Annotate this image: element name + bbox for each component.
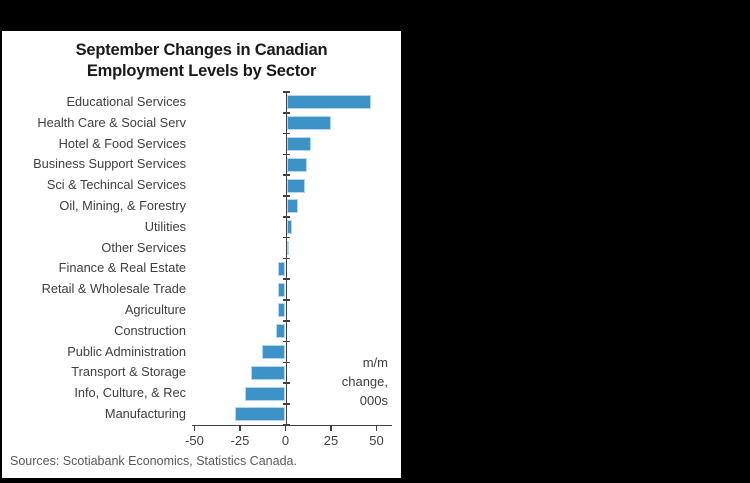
sources-note: Sources: Scotiabank Economics, Statistic… xyxy=(10,454,297,468)
units-annotation: m/m change, 000s xyxy=(342,353,388,410)
bar xyxy=(278,303,286,318)
bar xyxy=(278,261,286,276)
bar xyxy=(234,407,286,422)
category-tick xyxy=(282,299,290,301)
bar xyxy=(287,137,311,151)
units-annotation-line-2: change, xyxy=(341,374,388,389)
bar xyxy=(287,178,306,193)
category-tick xyxy=(282,278,290,280)
plot-area: Educational Services Health Care & Social… xyxy=(2,91,401,472)
category-label: Utilities xyxy=(144,218,186,234)
bar xyxy=(287,95,371,110)
units-annotation-line-1: m/m xyxy=(362,355,388,370)
bar xyxy=(287,220,293,235)
bar xyxy=(250,365,286,380)
category-tick xyxy=(282,153,290,156)
category-tick xyxy=(282,340,290,343)
category-label: Oil, Mining, & Forestry xyxy=(59,198,186,213)
x-tick-label: -50 xyxy=(185,432,204,448)
x-axis-tick xyxy=(375,426,378,432)
bar xyxy=(261,345,286,359)
category-label: Health Care & Social Serv xyxy=(37,114,186,130)
x-tick-label: 25 xyxy=(323,432,339,448)
chart-panel: September Changes in Canadian Employment… xyxy=(2,31,401,478)
category-label: Business Support Services xyxy=(33,156,186,172)
x-axis-line xyxy=(191,424,392,427)
category-label: Public Administration xyxy=(67,343,186,359)
x-tick-label: 0 xyxy=(281,432,290,448)
category-tick xyxy=(282,382,290,384)
category-label: Manufacturing xyxy=(104,406,186,421)
x-axis-tick xyxy=(239,426,241,432)
category-tick xyxy=(282,174,290,176)
category-tick xyxy=(282,361,290,364)
category-label: Info, Culture, & Rec xyxy=(74,385,186,401)
category-tick xyxy=(282,236,290,239)
category-label: Retail & Wholesale Trade xyxy=(41,281,186,297)
x-tick-label: -25 xyxy=(230,432,250,448)
category-label: Hotel & Food Services xyxy=(58,135,186,151)
category-label: Transport & Storage xyxy=(71,364,186,380)
category-tick xyxy=(282,257,290,260)
category-tick xyxy=(282,195,290,197)
category-label: Educational Services xyxy=(66,94,186,109)
units-annotation-line-3: 000s xyxy=(359,393,388,408)
category-label: Sci & Techincal Services xyxy=(46,177,186,193)
category-label: Construction xyxy=(114,322,186,338)
x-axis-tick xyxy=(284,426,287,432)
category-tick xyxy=(282,91,290,93)
bar xyxy=(287,241,289,255)
category-label: Agriculture xyxy=(124,302,186,317)
category-tick xyxy=(282,112,290,114)
bar xyxy=(245,386,286,401)
bar xyxy=(287,157,308,172)
bar xyxy=(278,282,286,297)
category-tick xyxy=(282,216,290,218)
bar xyxy=(276,324,286,339)
category-label: Other Services xyxy=(101,239,186,255)
chart-title-line-2: Employment Levels by Sector xyxy=(86,62,317,80)
bar xyxy=(287,199,298,214)
x-axis-tick xyxy=(330,426,332,432)
category-tick xyxy=(282,320,290,322)
x-axis-tick xyxy=(193,426,196,432)
x-tick-label: 50 xyxy=(369,432,384,448)
chart-title-line-1: September Changes in Canadian xyxy=(75,41,328,59)
category-label: Finance & Real Estate xyxy=(58,260,186,276)
category-tick xyxy=(282,403,290,405)
category-tick xyxy=(282,132,290,135)
chart-title: September Changes in Canadian Employment… xyxy=(2,40,401,82)
bar xyxy=(287,116,331,131)
